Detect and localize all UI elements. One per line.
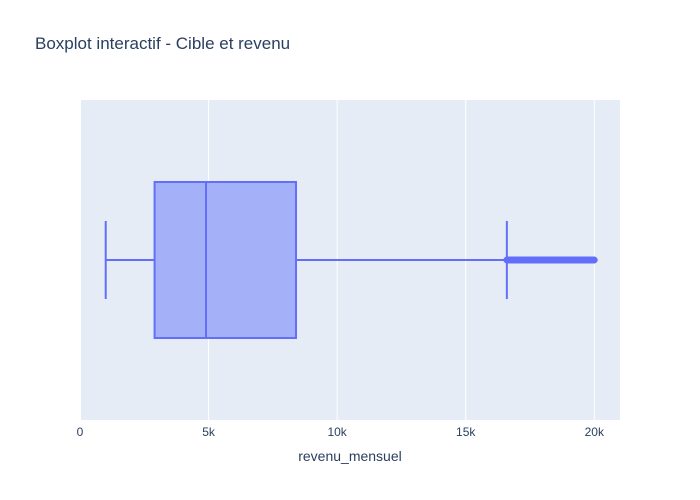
x-tick-label: 0 [77, 425, 84, 439]
x-tick-label: 20k [585, 425, 605, 439]
outlier-point [590, 256, 598, 264]
x-tick-label: 5k [202, 425, 216, 439]
chart-title: Boxplot interactif - Cible et revenu [35, 34, 291, 53]
box-trace[interactable] [104, 181, 598, 339]
x-tick-label: 15k [456, 425, 476, 439]
x-axis-ticks: 0 5k 10k 15k 20k [77, 425, 605, 439]
x-tick-label: 10k [327, 425, 347, 439]
iqr-box[interactable] [153, 181, 297, 339]
x-axis-title: revenu_mensuel [298, 448, 402, 464]
